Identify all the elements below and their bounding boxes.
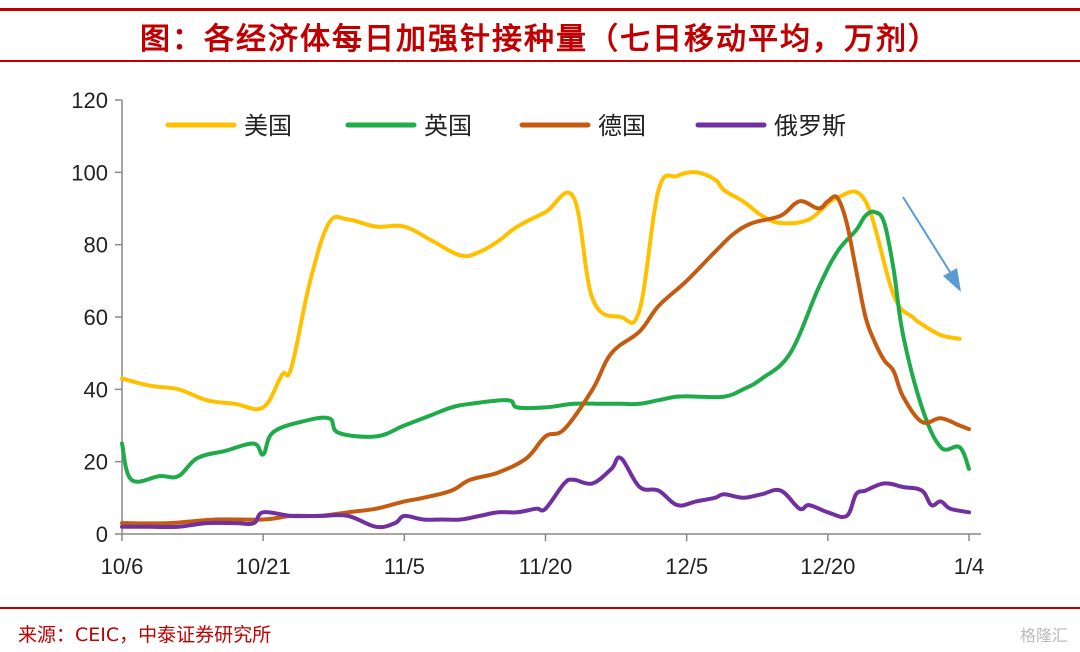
series-line-usa	[120, 170, 962, 412]
series-line-germany	[120, 194, 971, 526]
x-tick-label: 11/20	[519, 554, 572, 579]
legend-label-uk: 英国	[424, 112, 472, 140]
y-tick-label: 0	[96, 522, 108, 547]
bottom-rule	[0, 607, 1080, 609]
series-line-uk	[120, 209, 971, 484]
y-tick-label: 20	[84, 450, 108, 475]
x-tick-label: 12/20	[800, 554, 855, 579]
line-chart: 0 20 40 60 80 100 120 10/6 10/21 11/5 11/20 12/5 12/…	[71, 88, 984, 579]
x-tick-label: 10/21	[236, 554, 291, 579]
watermark-logo: 格隆汇	[1019, 626, 1068, 645]
legend-label-russia: 俄罗斯	[774, 112, 846, 140]
trend-arrow-annotation	[902, 196, 961, 292]
x-tick-label: 12/5	[665, 554, 708, 579]
chart-title: 图：各经济体每日加强针接种量（七日移动平均，万剂）	[140, 22, 940, 57]
x-tick-label: 10/6	[101, 554, 144, 579]
series-layer	[120, 170, 971, 530]
series-line-russia	[120, 455, 971, 530]
y-tick-label: 40	[84, 377, 108, 402]
title-rule	[0, 60, 1080, 62]
x-tick-label: 11/5	[384, 554, 425, 579]
y-tick-label: 60	[84, 305, 108, 330]
legend-label-germany: 德国	[598, 112, 646, 140]
arrow-shaft	[902, 196, 951, 273]
top-rule	[0, 8, 1080, 11]
chart-axes: 0 20 40 60 80 100 120 10/6 10/21 11/5 11/20 12/5 12/…	[71, 88, 984, 579]
y-tick-label: 120	[71, 88, 108, 113]
y-tick-label: 80	[84, 233, 108, 258]
arrow-head-icon	[943, 268, 961, 292]
legend-label-usa: 美国	[244, 112, 292, 140]
y-tick-label: 100	[71, 160, 108, 185]
x-tick-label: 1/4	[954, 554, 985, 579]
source-note: 来源：CEIC，中泰证券研究所	[18, 624, 272, 646]
chart-legend: 美国 英国 德国 俄罗斯	[165, 112, 846, 140]
